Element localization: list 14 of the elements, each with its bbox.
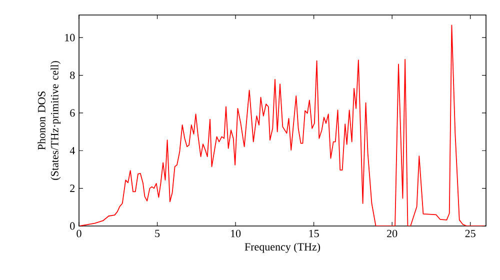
x-tick-label: 5: [155, 230, 160, 238]
x-tick-label: 20: [387, 230, 398, 238]
x-tick-label: 10: [231, 230, 241, 238]
x-tick-label: 25: [465, 230, 476, 238]
x-tick-label: 0: [76, 230, 82, 238]
x-axis-title: Frequency (THz): [244, 242, 320, 253]
y-tick-label: 2: [70, 184, 75, 192]
y-tick-label: 10: [65, 34, 75, 42]
y-tick-label: 4: [70, 147, 75, 154]
y-tick-label: 0: [70, 222, 75, 230]
x-tick-label: 15: [309, 230, 319, 238]
y-axis-title: Phonon DOS (States/THz·primitive cell): [38, 61, 61, 180]
y-tick-label: 8: [70, 72, 75, 79]
y-tick-label: 6: [70, 109, 75, 117]
